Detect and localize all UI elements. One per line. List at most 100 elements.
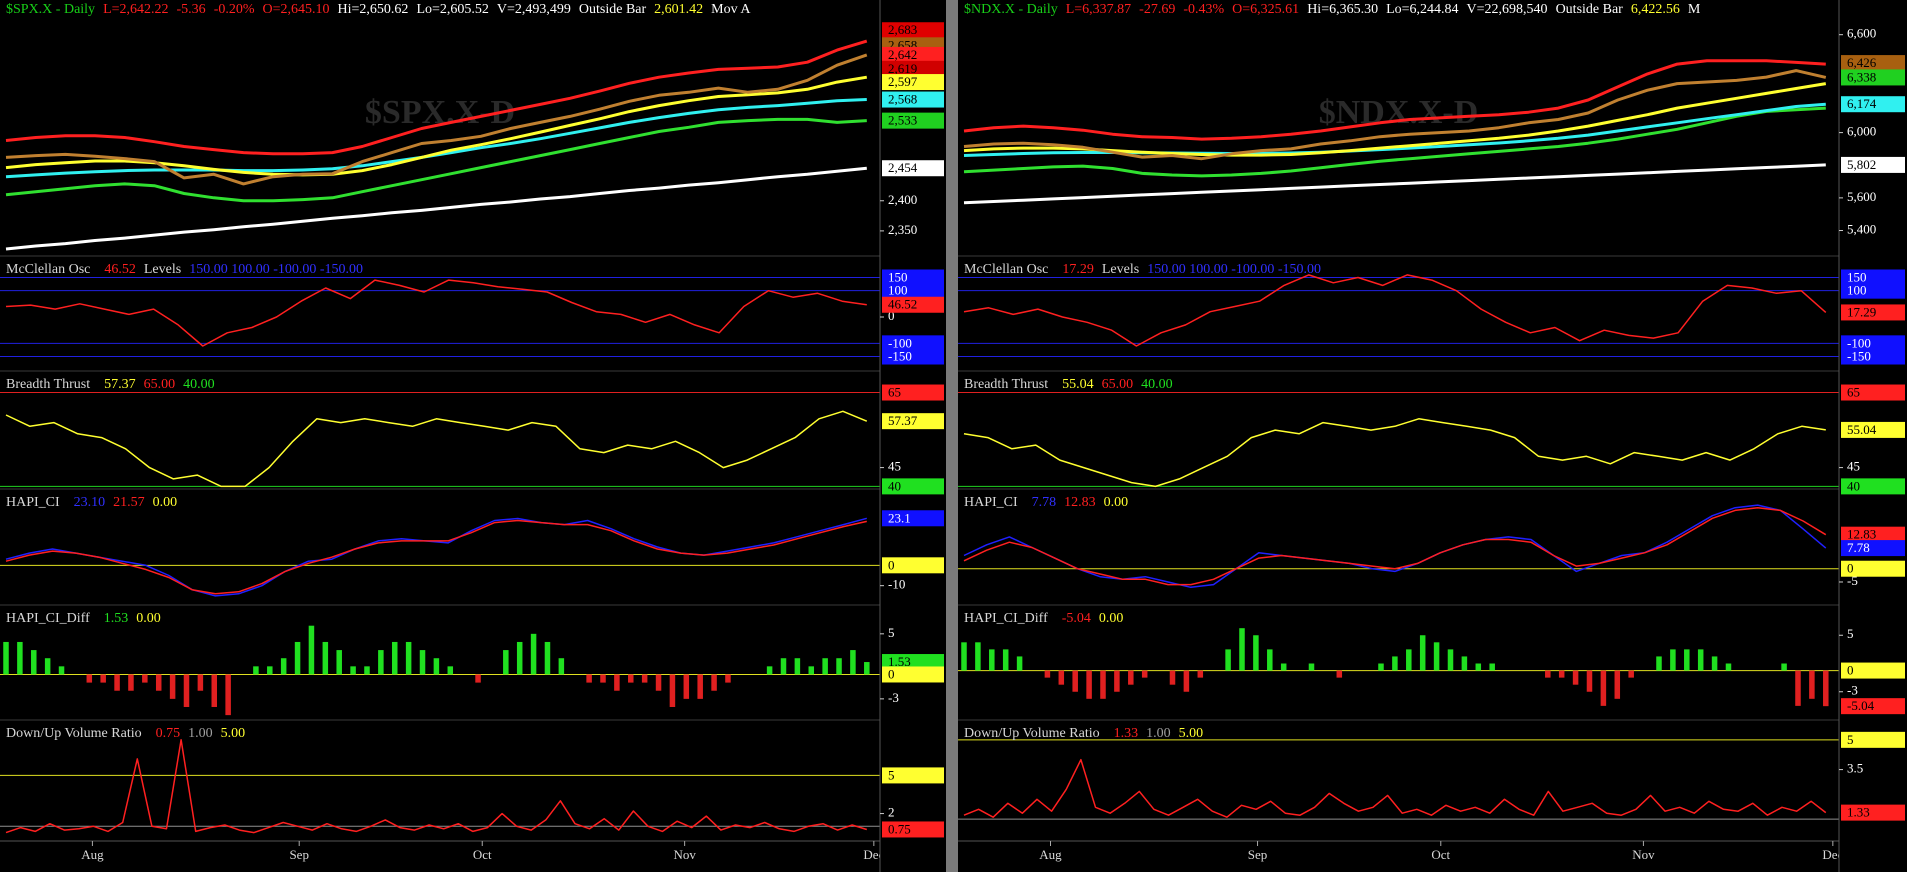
diff-bar [683, 674, 690, 699]
diff-bar [169, 674, 176, 699]
pane-header-item: HAPI_CI [964, 495, 1018, 510]
pane-header-item: Breadth Thrust [6, 377, 90, 392]
diff-bar [1670, 649, 1676, 671]
quote-item: $NDX.X - Daily [964, 2, 1058, 17]
diff-bar [3, 641, 9, 675]
pane-header-item: Levels [144, 262, 181, 277]
diff-bar [155, 674, 162, 691]
diff-bar [267, 666, 273, 675]
diff-bar [1141, 670, 1148, 678]
pane-header-item: 65.00 [1102, 377, 1134, 392]
series-line [5, 517, 867, 597]
diff-bar [766, 666, 773, 675]
diff-bar [1378, 663, 1384, 671]
diff-bar [1809, 670, 1815, 699]
diff-bar [586, 674, 592, 683]
value-box [882, 296, 944, 313]
y-tick-label: 3.5 [1847, 761, 1863, 776]
value-box-label: 2,533 [888, 113, 917, 128]
diff-bar [1823, 670, 1829, 707]
value-box-label: 2,568 [888, 92, 917, 107]
diff-bar [1392, 656, 1398, 671]
diff-bar [780, 658, 787, 675]
diff-bar [1016, 656, 1023, 671]
value-box-label: 40 [1847, 478, 1860, 493]
diff-bar [1586, 670, 1593, 692]
series-line [5, 39, 868, 156]
pane-header-item: 0.00 [1099, 611, 1124, 626]
diff-bar [1419, 635, 1426, 671]
quote-item: Hi=2,650.62 [338, 2, 409, 17]
pane-header-item: 40.00 [183, 377, 215, 392]
value-box [1841, 560, 1905, 577]
diff-bar [378, 650, 384, 675]
pane-header-item: 1.00 [1146, 726, 1171, 741]
value-box-label: -100 [1847, 335, 1871, 350]
pane-header-item: 1.33 [1114, 726, 1139, 741]
quote-item: L=6,337.87 [1066, 2, 1131, 17]
series-line [5, 117, 867, 203]
diff-bar [1197, 670, 1204, 678]
value-box [882, 767, 944, 784]
value-box-label: 57.37 [888, 413, 918, 428]
value-box [1841, 662, 1905, 679]
value-box [882, 22, 944, 39]
value-box [1841, 540, 1905, 557]
value-box [882, 348, 944, 365]
diff-bar [1572, 670, 1579, 685]
diff-bar [447, 666, 454, 675]
diff-bar [1711, 656, 1718, 671]
quote-item: $SPX.X - Daily [6, 2, 95, 17]
value-box-label: 6,338 [1847, 69, 1876, 84]
pane-header-item: 0.75 [156, 726, 181, 741]
quote-item: Outside Bar [1556, 2, 1624, 17]
axis-left: 2,3502,4002,6832,6582,6422,6192,5972,568… [879, 0, 944, 872]
series-line [5, 519, 867, 595]
diff-bar [1225, 649, 1231, 671]
quote-item: -5.36 [177, 2, 206, 17]
diff-bar [558, 658, 565, 675]
diff-bar [1614, 670, 1621, 699]
diff-bar [1433, 642, 1440, 671]
x-tick-label: Sep [1248, 847, 1268, 862]
x-tick-label: Nov [1632, 847, 1655, 862]
diff-bar [1183, 670, 1190, 692]
diff-bar [1656, 656, 1662, 671]
value-box [882, 74, 944, 91]
value-box-label: -5.04 [1847, 698, 1875, 713]
series-line [5, 53, 868, 186]
y-tick-label: 2 [888, 805, 895, 820]
value-box-label: 23.1 [888, 510, 911, 525]
value-box-label: -150 [1847, 348, 1871, 363]
value-box-label: 1.33 [1847, 805, 1870, 820]
x-tick-label: Oct [473, 847, 492, 862]
diff-bar [1697, 649, 1704, 671]
diff-bar [1058, 670, 1065, 685]
diff-bar [1128, 670, 1134, 685]
value-box [882, 282, 944, 299]
diff-bar [350, 666, 356, 675]
quote-item: L=2,642.22 [103, 2, 168, 17]
diff-bar [850, 650, 856, 675]
value-box [882, 335, 944, 352]
diff-bar [1558, 670, 1565, 678]
diff-bar [58, 666, 65, 675]
pane-header-item: McClellan Osc [6, 262, 90, 277]
value-box [882, 821, 944, 838]
value-box-label: 46.52 [888, 297, 917, 312]
value-box [1841, 348, 1905, 365]
value-box-label: 0 [888, 557, 895, 572]
value-box-label: 55.04 [1847, 422, 1877, 437]
value-box [882, 654, 944, 671]
pane-header-item: 1.00 [188, 726, 213, 741]
pane-header-item: 55.04 [1062, 377, 1094, 392]
quote-item: Mov A [711, 2, 751, 17]
value-box [1841, 69, 1905, 86]
series-line [963, 504, 1827, 589]
value-box [882, 46, 944, 63]
diff-bar [225, 674, 231, 716]
value-box-label: 40 [888, 478, 901, 493]
diff-bar [822, 658, 828, 675]
diff-bar [1600, 670, 1607, 706]
